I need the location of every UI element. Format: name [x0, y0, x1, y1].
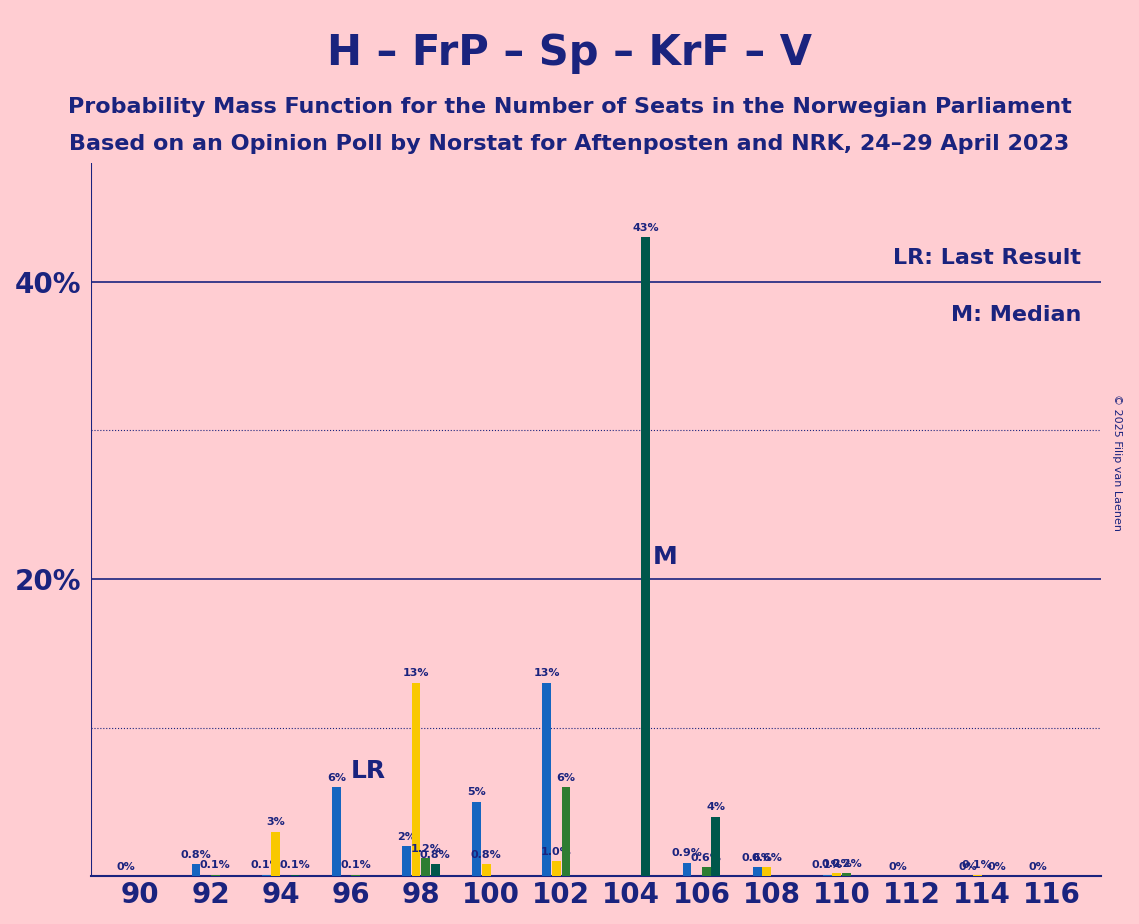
Text: 0.1%: 0.1% — [812, 860, 843, 870]
Bar — [211, 875, 220, 876]
Bar — [562, 787, 571, 876]
Text: 3%: 3% — [267, 817, 285, 827]
Text: 1.0%: 1.0% — [541, 846, 572, 857]
Text: 0.9%: 0.9% — [672, 848, 703, 858]
Text: 0.1%: 0.1% — [251, 860, 281, 870]
Bar — [552, 861, 560, 876]
Bar — [712, 817, 720, 876]
Text: 0.1%: 0.1% — [341, 860, 371, 870]
Text: LR: Last Result: LR: Last Result — [893, 249, 1081, 269]
Text: 0.1%: 0.1% — [200, 860, 231, 870]
Text: 0%: 0% — [1029, 862, 1047, 871]
Text: 0.6%: 0.6% — [741, 853, 772, 863]
Text: LR: LR — [351, 759, 386, 783]
Text: 6%: 6% — [557, 772, 575, 783]
Bar — [402, 846, 411, 876]
Text: 43%: 43% — [632, 223, 659, 233]
Bar — [472, 802, 481, 876]
Text: 13%: 13% — [533, 668, 560, 678]
Bar — [753, 868, 762, 876]
Text: 1.2%: 1.2% — [410, 844, 441, 854]
Text: 0%: 0% — [988, 862, 1006, 871]
Text: M: Median: M: Median — [951, 306, 1081, 325]
Text: Probability Mass Function for the Number of Seats in the Norwegian Parliament: Probability Mass Function for the Number… — [67, 97, 1072, 117]
Bar — [271, 832, 280, 876]
Text: 0%: 0% — [116, 862, 136, 871]
Text: 0.8%: 0.8% — [470, 850, 501, 860]
Bar — [431, 864, 440, 876]
Text: M: M — [653, 544, 678, 568]
Text: 0.8%: 0.8% — [181, 850, 212, 860]
Text: 0.1%: 0.1% — [280, 860, 311, 870]
Bar — [262, 875, 271, 876]
Bar — [973, 875, 982, 876]
Text: 5%: 5% — [467, 787, 486, 797]
Text: 0.2%: 0.2% — [821, 858, 852, 869]
Bar — [833, 873, 842, 876]
Text: Based on an Opinion Poll by Norstat for Aftenposten and NRK, 24–29 April 2023: Based on an Opinion Poll by Norstat for … — [69, 134, 1070, 154]
Bar — [191, 864, 200, 876]
Bar — [290, 875, 300, 876]
Bar — [421, 858, 431, 876]
Bar — [331, 787, 341, 876]
Text: 6%: 6% — [327, 772, 346, 783]
Bar — [411, 683, 420, 876]
Text: 4%: 4% — [706, 802, 726, 812]
Text: 0.1%: 0.1% — [961, 860, 992, 870]
Text: 13%: 13% — [403, 668, 429, 678]
Text: 0%: 0% — [888, 862, 907, 871]
Text: 0.6%: 0.6% — [752, 853, 782, 863]
Text: 0.2%: 0.2% — [831, 858, 862, 869]
Bar — [702, 868, 711, 876]
Text: H – FrP – Sp – KrF – V: H – FrP – Sp – KrF – V — [327, 32, 812, 74]
Bar — [641, 237, 650, 876]
Bar — [351, 875, 360, 876]
Bar — [822, 875, 831, 876]
Bar — [762, 868, 771, 876]
Text: 0.8%: 0.8% — [420, 850, 451, 860]
Text: 0%: 0% — [958, 862, 977, 871]
Text: © 2025 Filip van Laenen: © 2025 Filip van Laenen — [1112, 394, 1122, 530]
Bar — [542, 683, 551, 876]
Bar — [682, 863, 691, 876]
Text: 2%: 2% — [398, 832, 416, 842]
Bar — [842, 873, 851, 876]
Bar — [482, 864, 491, 876]
Text: 0.6%: 0.6% — [691, 853, 722, 863]
